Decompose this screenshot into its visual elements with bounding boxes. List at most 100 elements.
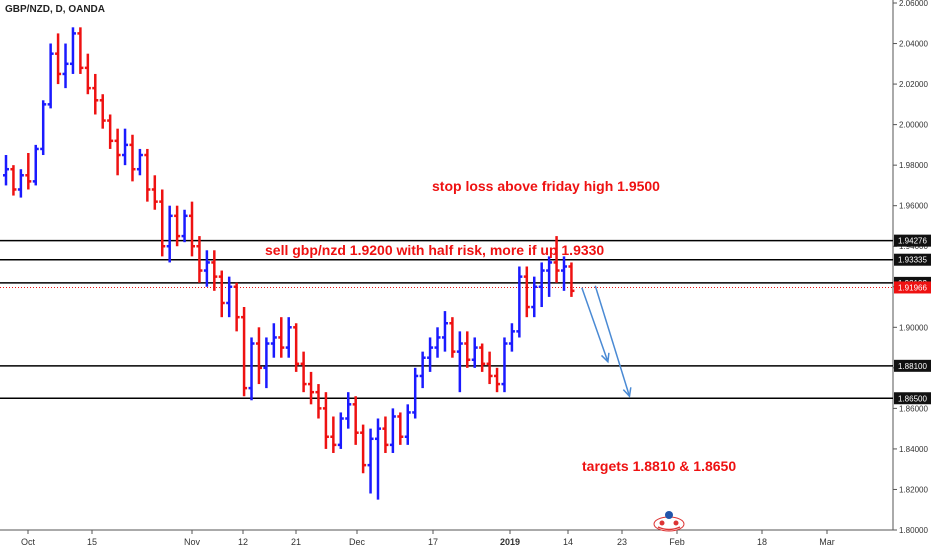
ohlc-bar[interactable] bbox=[107, 114, 114, 149]
projection-arrowhead bbox=[622, 387, 632, 398]
x-tick-label: 2019 bbox=[500, 537, 520, 547]
ohlc-bar[interactable] bbox=[3, 155, 9, 186]
ohlc-bar[interactable] bbox=[92, 73, 99, 115]
ohlc-bar[interactable] bbox=[62, 43, 69, 89]
ohlc-bar[interactable] bbox=[561, 256, 567, 291]
symbol-label: GBP/NZD, D, OANDA bbox=[5, 4, 105, 15]
ohlc-bar[interactable] bbox=[25, 152, 32, 190]
price-label: 1.94276 bbox=[898, 237, 927, 246]
annotation-stop-loss: stop loss above friday high 1.9500 bbox=[432, 178, 660, 194]
ohlc-bar[interactable] bbox=[397, 412, 404, 445]
ohlc-bar[interactable] bbox=[151, 175, 158, 210]
ohlc-bar[interactable] bbox=[382, 416, 389, 453]
ohlc-bar[interactable] bbox=[293, 323, 300, 372]
ohlc-bar[interactable] bbox=[345, 392, 352, 429]
x-tick-label: 23 bbox=[617, 537, 627, 547]
projection-arrow bbox=[581, 287, 609, 363]
x-tick-label: 15 bbox=[87, 537, 97, 547]
ohlc-bar[interactable] bbox=[218, 270, 225, 318]
ohlc-bar[interactable] bbox=[226, 276, 233, 318]
ohlc-bar[interactable] bbox=[568, 262, 575, 297]
ohlc-bar[interactable] bbox=[285, 317, 292, 358]
ohlc-bar[interactable] bbox=[40, 100, 47, 156]
ohlc-bar[interactable] bbox=[174, 205, 181, 247]
ohlc-bar[interactable] bbox=[360, 424, 367, 474]
ohlc-bar[interactable] bbox=[84, 53, 91, 95]
ohlc-bar[interactable] bbox=[248, 337, 255, 401]
ohlc-bar[interactable] bbox=[508, 323, 515, 352]
ohlc-bar[interactable] bbox=[352, 396, 359, 445]
projection-arrowhead bbox=[600, 352, 610, 364]
ohlc-bar[interactable] bbox=[456, 331, 463, 393]
ohlc-bar[interactable] bbox=[516, 266, 523, 338]
ohlc-bar[interactable] bbox=[255, 327, 262, 385]
ohlc-bar[interactable] bbox=[99, 94, 106, 129]
ohlc-bar[interactable] bbox=[315, 384, 322, 419]
ohlc-bar[interactable] bbox=[278, 317, 285, 358]
ohlc-bar[interactable] bbox=[330, 416, 337, 453]
ohlc-bar[interactable] bbox=[412, 367, 419, 419]
ohlc-bar[interactable] bbox=[546, 256, 553, 297]
price-label: 1.86500 bbox=[898, 394, 927, 403]
price-label: 1.91966 bbox=[898, 283, 927, 292]
ohlc-bar[interactable] bbox=[322, 392, 329, 449]
ohlc-bar[interactable] bbox=[263, 337, 270, 389]
ohlc-bar[interactable] bbox=[166, 205, 173, 263]
ohlc-bar[interactable] bbox=[189, 201, 195, 257]
x-tick-label: 12 bbox=[238, 537, 248, 547]
ohlc-bar[interactable] bbox=[486, 351, 493, 385]
ohlc-bar[interactable] bbox=[523, 266, 530, 318]
ohlc-bar[interactable] bbox=[427, 337, 434, 372]
ohlc-bar[interactable] bbox=[389, 408, 396, 453]
annotation-targets: targets 1.8810 & 1.8650 bbox=[582, 458, 737, 474]
ohlc-bar[interactable] bbox=[196, 236, 203, 283]
ohlc-bar[interactable] bbox=[553, 236, 560, 283]
ohlc-bar[interactable] bbox=[404, 404, 411, 445]
ohlc-bar[interactable] bbox=[434, 327, 441, 358]
ohlc-bar[interactable] bbox=[47, 43, 54, 109]
ohlc-bar[interactable] bbox=[494, 367, 501, 393]
price-label-box bbox=[894, 392, 931, 405]
x-tick-label: 17 bbox=[428, 537, 438, 547]
ohlc-bar[interactable] bbox=[114, 128, 121, 176]
ohlc-bar[interactable] bbox=[501, 337, 508, 393]
ohlc-bar[interactable] bbox=[181, 209, 188, 243]
ohlc-bar[interactable] bbox=[538, 262, 545, 308]
y-tick-label: 1.80000 bbox=[899, 526, 928, 535]
ohlc-bar[interactable] bbox=[10, 165, 17, 196]
ohlc-bar[interactable] bbox=[55, 33, 62, 85]
ohlc-bar[interactable] bbox=[464, 331, 471, 368]
ohlc-bar[interactable] bbox=[241, 307, 248, 397]
ohlc-bar[interactable] bbox=[337, 412, 344, 449]
price-label-box bbox=[894, 281, 931, 294]
ohlc-bar[interactable] bbox=[441, 311, 448, 352]
ohlc-bar[interactable] bbox=[136, 148, 143, 176]
ohlc-bar[interactable] bbox=[308, 371, 315, 405]
ohlc-bar[interactable] bbox=[449, 317, 456, 358]
y-tick-label: 2.02000 bbox=[899, 80, 928, 89]
ohlc-bar[interactable] bbox=[375, 418, 381, 500]
ohlc-bar[interactable] bbox=[144, 148, 151, 202]
ohlc-bar[interactable] bbox=[17, 169, 24, 198]
y-tick-label: 1.82000 bbox=[899, 485, 928, 494]
ohlc-bar[interactable] bbox=[419, 351, 426, 389]
ohlc-bar[interactable] bbox=[270, 323, 277, 358]
ohlc-bar[interactable] bbox=[211, 250, 218, 291]
ohlc-bar[interactable] bbox=[531, 276, 538, 318]
ohlc-bar[interactable] bbox=[367, 428, 374, 494]
price-label-box bbox=[894, 253, 931, 266]
ohlc-bar[interactable] bbox=[159, 189, 166, 257]
x-tick-label: Dec bbox=[349, 537, 366, 547]
ohlc-bar[interactable] bbox=[122, 128, 129, 166]
ohlc-bar[interactable] bbox=[203, 250, 210, 287]
ohlc-bar[interactable] bbox=[77, 27, 84, 74]
ohlc-bar[interactable] bbox=[471, 337, 478, 368]
ohlc-bar[interactable] bbox=[233, 282, 240, 332]
ohlc-bar[interactable] bbox=[69, 27, 76, 74]
ohlc-bar[interactable] bbox=[300, 351, 307, 393]
ohlc-bar[interactable] bbox=[32, 144, 39, 186]
ohlc-bar[interactable] bbox=[479, 343, 486, 372]
ohlc-bar[interactable] bbox=[129, 134, 136, 182]
